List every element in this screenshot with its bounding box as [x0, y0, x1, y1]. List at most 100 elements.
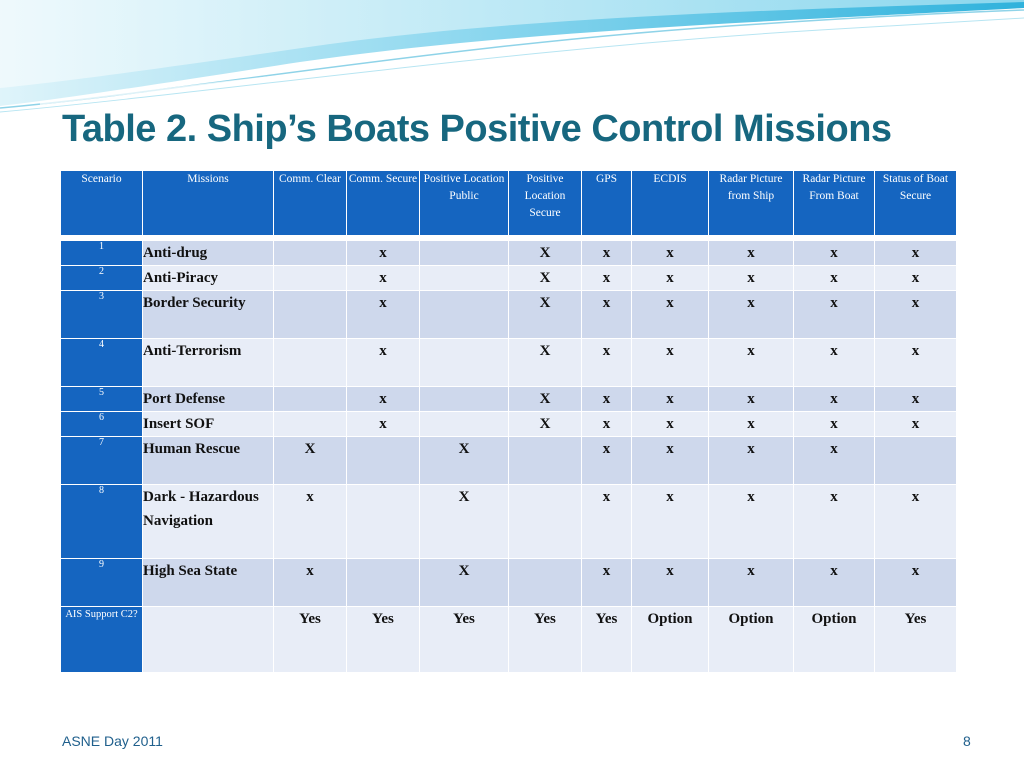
capability-cell: x	[346, 338, 420, 387]
capability-cell: x	[874, 411, 957, 437]
capability-cell: x	[708, 411, 794, 437]
capability-cell: x	[708, 558, 794, 607]
footer-event-label: ASNE Day 2011	[62, 733, 163, 749]
capability-cell: x	[708, 240, 794, 266]
capability-cell: Option	[631, 606, 709, 673]
mission-cell: Dark - Hazardous Navigation	[142, 484, 274, 559]
capability-cell	[273, 240, 347, 266]
capability-cell: x	[874, 558, 957, 607]
capability-cell: x	[631, 484, 709, 559]
capability-cell: x	[581, 240, 632, 266]
capability-cell: X	[419, 484, 509, 559]
mission-cell: Insert SOF	[142, 411, 274, 437]
capability-cell	[419, 290, 509, 339]
capability-cell: Yes	[273, 606, 347, 673]
capability-cell: x	[346, 240, 420, 266]
capability-cell: x	[581, 265, 632, 291]
capability-cell: x	[346, 386, 420, 412]
capability-cell	[419, 240, 509, 266]
scenario-cell: 2	[60, 265, 143, 291]
scenario-cell: 3	[60, 290, 143, 339]
header-status-boat-secure: Status of Boat Secure	[874, 170, 957, 236]
capability-cell: x	[874, 290, 957, 339]
header-ecdis: ECDIS	[631, 170, 709, 236]
header-positive-location-public: Positive Location Public	[419, 170, 509, 236]
capability-cell: x	[346, 290, 420, 339]
capability-cell: X	[508, 240, 582, 266]
capability-cell: X	[508, 338, 582, 387]
scenario-cell: 4	[60, 338, 143, 387]
header-positive-location-secure: Positive Location Secure	[508, 170, 582, 236]
header-radar-from-ship: Radar Picture from Ship	[708, 170, 794, 236]
header-row: Scenario Missions Comm. Clear Comm. Secu…	[60, 170, 957, 236]
mission-cell: Border Security	[142, 290, 274, 339]
mission-cell: Human Rescue	[142, 436, 274, 485]
capability-cell	[346, 436, 420, 485]
capability-cell: Yes	[346, 606, 420, 673]
capability-cell: x	[346, 265, 420, 291]
scenario-cell: 7	[60, 436, 143, 485]
capability-cell: x	[874, 265, 957, 291]
mission-cell: High Sea State	[142, 558, 274, 607]
capability-cell: x	[793, 558, 875, 607]
capability-cell: x	[631, 240, 709, 266]
capability-cell: Yes	[874, 606, 957, 673]
capability-cell	[419, 386, 509, 412]
capability-cell	[346, 558, 420, 607]
capability-cell: x	[793, 338, 875, 387]
capability-cell: x	[273, 558, 347, 607]
missions-table: Scenario Missions Comm. Clear Comm. Secu…	[60, 170, 957, 673]
capability-cell: x	[708, 386, 794, 412]
capability-cell: x	[631, 290, 709, 339]
capability-cell	[508, 484, 582, 559]
capability-cell: x	[581, 338, 632, 387]
capability-cell: X	[508, 290, 582, 339]
capability-cell: x	[793, 265, 875, 291]
capability-cell: x	[874, 386, 957, 412]
capability-cell: Yes	[508, 606, 582, 673]
capability-cell: x	[708, 338, 794, 387]
scenario-cell: 8	[60, 484, 143, 559]
capability-cell	[273, 386, 347, 412]
mission-cell: Port Defense	[142, 386, 274, 412]
header-missions: Missions	[142, 170, 274, 236]
capability-cell: x	[793, 240, 875, 266]
header-scenario: Scenario	[60, 170, 143, 236]
capability-cell: Option	[793, 606, 875, 673]
header-radar-from-boat: Radar Picture From Boat	[793, 170, 875, 236]
capability-cell: x	[273, 484, 347, 559]
capability-cell: x	[708, 484, 794, 559]
capability-cell	[273, 338, 347, 387]
capability-cell	[508, 558, 582, 607]
capability-cell	[273, 265, 347, 291]
capability-cell: x	[581, 290, 632, 339]
capability-cell: x	[581, 484, 632, 559]
capability-cell: x	[793, 386, 875, 412]
capability-cell: X	[508, 265, 582, 291]
capability-cell: x	[708, 290, 794, 339]
capability-cell	[419, 265, 509, 291]
scenario-cell: 9	[60, 558, 143, 607]
mission-cell: Anti-Terrorism	[142, 338, 274, 387]
capability-cell	[874, 436, 957, 485]
capability-cell: X	[419, 436, 509, 485]
capability-cell	[419, 411, 509, 437]
scenario-cell: AIS Support C2?	[60, 606, 143, 673]
scenario-cell: 6	[60, 411, 143, 437]
scenario-cell: 1	[60, 240, 143, 266]
mission-cell: Anti-drug	[142, 240, 274, 266]
capability-cell: x	[874, 484, 957, 559]
capability-cell: Option	[708, 606, 794, 673]
capability-cell: Yes	[581, 606, 632, 673]
capability-cell: x	[874, 338, 957, 387]
capability-cell: x	[581, 386, 632, 412]
capability-cell: x	[708, 265, 794, 291]
capability-cell: x	[631, 411, 709, 437]
capability-cell: x	[346, 411, 420, 437]
